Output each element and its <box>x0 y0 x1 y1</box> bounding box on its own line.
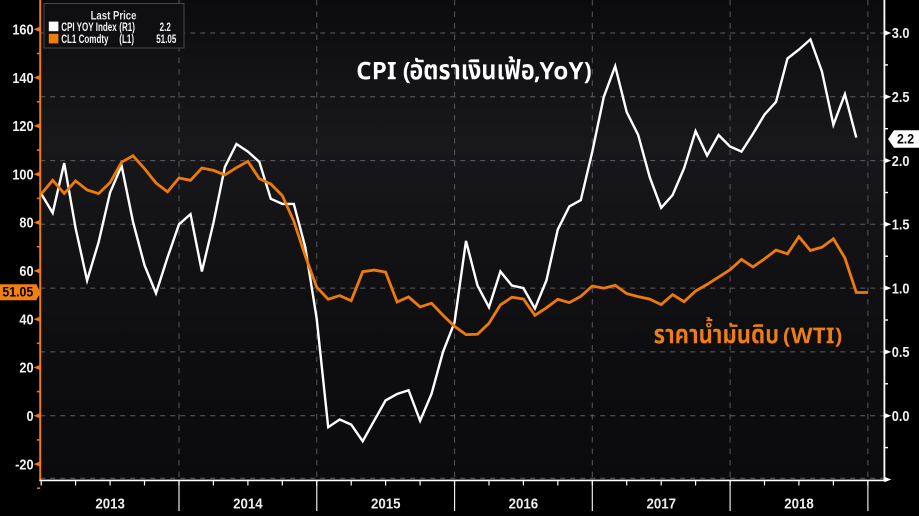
svg-text:2.2: 2.2 <box>897 131 914 147</box>
svg-text:40: 40 <box>19 312 34 328</box>
svg-text:20: 20 <box>19 360 34 376</box>
svg-text:(R1): (R1) <box>119 22 135 35</box>
svg-text:80: 80 <box>19 215 34 231</box>
svg-text:Last Price: Last Price <box>91 9 137 22</box>
svg-text:2016: 2016 <box>509 496 539 511</box>
svg-text:0.0: 0.0 <box>892 408 910 424</box>
svg-text:1.5: 1.5 <box>892 217 910 233</box>
svg-text:1.0: 1.0 <box>892 281 910 297</box>
svg-text:2.5: 2.5 <box>892 89 910 105</box>
svg-text:60: 60 <box>19 263 34 279</box>
svg-text:160: 160 <box>12 22 34 38</box>
svg-text:2015: 2015 <box>371 496 401 511</box>
svg-text:0.5: 0.5 <box>892 344 910 360</box>
svg-text:51.05: 51.05 <box>2 284 33 300</box>
svg-text:3.0: 3.0 <box>892 25 910 41</box>
svg-text:140: 140 <box>12 70 34 86</box>
svg-text:2017: 2017 <box>646 496 676 511</box>
svg-text:(L1): (L1) <box>119 34 134 47</box>
svg-text:CL1 Comdty: CL1 Comdty <box>61 34 109 47</box>
svg-text:51.05: 51.05 <box>156 34 176 47</box>
svg-text:2.2: 2.2 <box>160 22 171 35</box>
svg-text:2018: 2018 <box>784 496 814 511</box>
svg-text:CPI YOY Index: CPI YOY Index <box>61 22 117 35</box>
svg-text:2014: 2014 <box>233 496 263 511</box>
svg-text:0: 0 <box>27 408 34 424</box>
svg-text:2.0: 2.0 <box>892 153 910 169</box>
svg-text:-20: -20 <box>15 457 34 473</box>
svg-text:120: 120 <box>12 118 34 134</box>
svg-text:100: 100 <box>12 167 34 183</box>
svg-text:2013: 2013 <box>95 496 125 511</box>
